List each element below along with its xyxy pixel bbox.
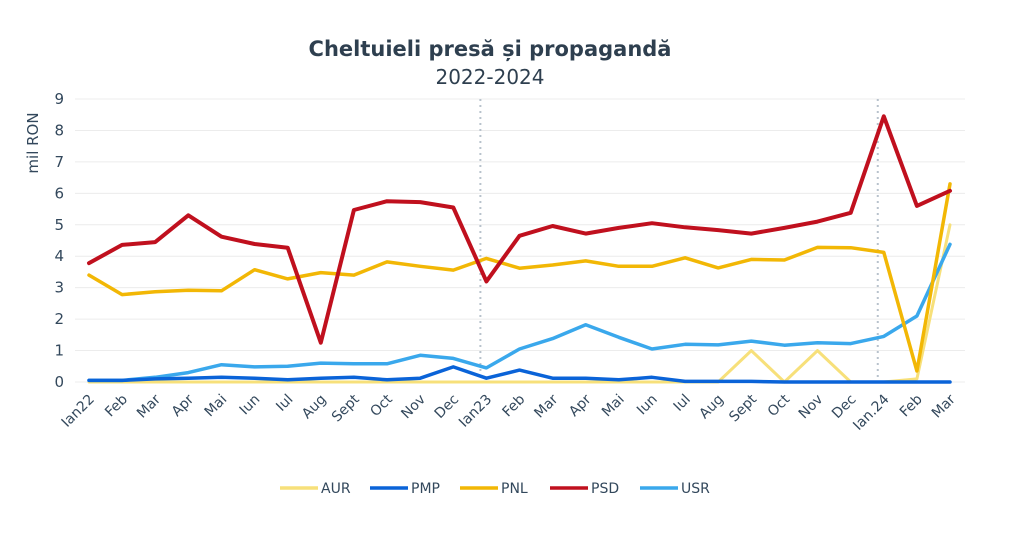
x-tick-label: Mai bbox=[599, 392, 628, 421]
x-tick-label: Feb bbox=[499, 391, 528, 420]
y-tick-label: 9 bbox=[54, 90, 64, 108]
year-dividers bbox=[479, 99, 879, 382]
y-tick-label: 1 bbox=[54, 342, 64, 360]
legend-item-aur[interactable]: AUR bbox=[280, 481, 351, 497]
legend: AUR PMP PNL PSD USR bbox=[280, 481, 710, 497]
x-tick-label: Apr bbox=[566, 391, 595, 420]
legend-label: PNL bbox=[501, 481, 528, 497]
x-tick-label: Mai bbox=[202, 392, 231, 421]
x-tick-label: Ian.24 bbox=[850, 391, 892, 433]
y-tick-label: 4 bbox=[54, 247, 64, 265]
series-line-usr bbox=[87, 242, 952, 383]
y-tick-label: 3 bbox=[54, 279, 64, 297]
x-tick-label: Feb bbox=[102, 391, 131, 420]
legend-label: AUR bbox=[321, 481, 351, 497]
x-tick-label: Oct bbox=[765, 391, 794, 420]
x-tick-label: Iun bbox=[634, 392, 661, 419]
y-tick-label: 6 bbox=[54, 184, 64, 202]
legend-item-usr[interactable]: USR bbox=[640, 481, 710, 497]
x-tick-label: Mar bbox=[929, 391, 959, 421]
gridlines bbox=[75, 98, 965, 383]
y-axis-ticks: 0 1 2 3 4 5 6 7 8 9 bbox=[54, 90, 64, 391]
y-tick-label: 0 bbox=[54, 373, 64, 391]
x-tick-label: Ian22 bbox=[59, 392, 98, 431]
x-tick-label: Aug bbox=[696, 392, 727, 423]
x-tick-label: Nov bbox=[398, 392, 429, 423]
y-tick-label: 2 bbox=[54, 310, 64, 328]
legend-label: PMP bbox=[411, 481, 440, 497]
chart-subtitle: 2022-2024 bbox=[435, 65, 544, 89]
x-tick-label: Sept bbox=[329, 391, 363, 425]
legend-item-pmp[interactable]: PMP bbox=[370, 481, 440, 497]
x-tick-label: Sept bbox=[726, 391, 760, 425]
y-tick-label: 5 bbox=[54, 216, 64, 234]
legend-label: PSD bbox=[591, 481, 619, 497]
series-line-pnl bbox=[87, 182, 952, 373]
x-tick-label: Oct bbox=[367, 391, 396, 420]
x-tick-label: Aug bbox=[299, 392, 330, 423]
legend-item-pnl[interactable]: PNL bbox=[460, 481, 528, 497]
x-tick-label: Iun bbox=[237, 392, 264, 419]
x-tick-label: Feb bbox=[897, 391, 926, 420]
x-axis-ticks: Ian22 Feb Mar Apr Mai Iun Iul Aug Sept Oct Nov DecI… bbox=[59, 391, 959, 434]
legend-item-psd[interactable]: PSD bbox=[550, 481, 619, 497]
y-tick-label: 8 bbox=[54, 121, 64, 139]
series-line-pmp bbox=[87, 365, 952, 384]
x-tick-label: Ian23 bbox=[456, 392, 495, 431]
chart-title: Cheltuieli presă și propagandă bbox=[309, 37, 672, 61]
legend-label: USR bbox=[681, 481, 710, 497]
x-tick-label: Apr bbox=[169, 391, 198, 420]
x-tick-label: Mar bbox=[531, 391, 561, 421]
x-tick-label: Iul bbox=[273, 392, 296, 415]
series-lines bbox=[87, 114, 952, 384]
y-axis-label: mil RON bbox=[24, 112, 42, 173]
x-tick-label: Iul bbox=[671, 392, 694, 415]
series-line-aur bbox=[87, 223, 952, 384]
x-tick-label: Mar bbox=[134, 391, 164, 421]
x-tick-label: Nov bbox=[796, 392, 827, 423]
y-tick-label: 7 bbox=[54, 153, 64, 171]
series-line-psd bbox=[87, 114, 952, 345]
